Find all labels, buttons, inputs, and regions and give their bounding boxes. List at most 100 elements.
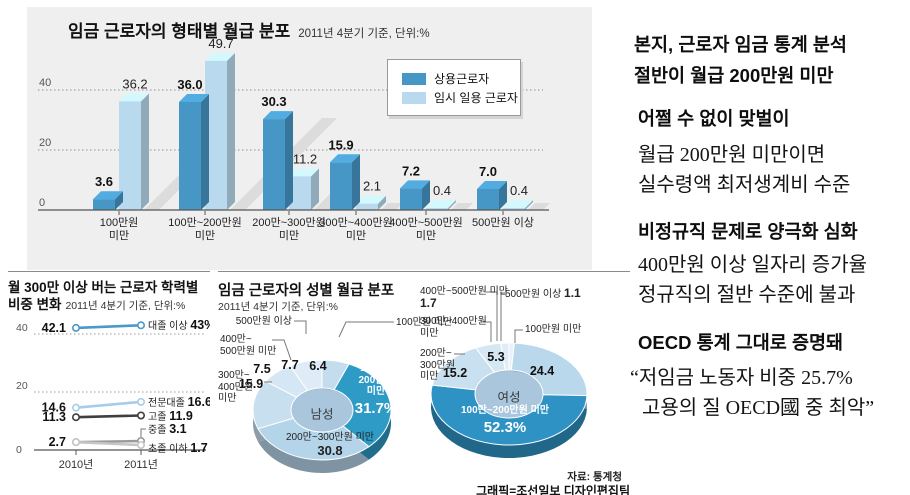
- bar-temporary-4: [426, 208, 448, 210]
- right-label-1: 전문대졸 16.6: [148, 395, 210, 409]
- value-temporary-5: 0.4: [510, 183, 528, 198]
- donut-male-center-label: 남성: [310, 407, 334, 422]
- bar-chart-canvas: 20 40 0 3.6 36.2 36.0 49.7 30.3 11.2 15.9 2.1 7.2 0.…: [38, 36, 550, 242]
- right-label-3: 중졸 3.1: [148, 422, 187, 436]
- value-regular-0: 3.6: [95, 174, 113, 189]
- bar-regular-5: [477, 189, 499, 210]
- left-value-4: 2.7: [49, 435, 66, 449]
- legend: 상용근로자 임시 일용 근로자: [387, 59, 521, 116]
- point-4-2010: [72, 438, 81, 447]
- bar-temporary-2: [289, 176, 311, 210]
- graphic-credit: 그래픽=조선일보 디자인편집팀: [476, 484, 630, 495]
- donut-female-hole: [471, 371, 547, 427]
- bar-regular-2-top: [263, 111, 293, 120]
- donut-chart-subtitle: 2011년 4분기 기준, 단위:%: [218, 301, 338, 313]
- point-1-2011: [137, 397, 146, 406]
- donut-male-highlight-label: 100만~ 200만원 미만 31.7%: [355, 363, 398, 417]
- commentary-line-1: 절반이 월급 200만원 미만: [634, 65, 834, 86]
- line-chart-title: 월 300만 이상 버는 근로자 학력별 비중 변화 2011년 4분기 기준, …: [8, 279, 198, 315]
- donut-male-bottom-label: 200만~300만원 미만 30.8: [286, 428, 374, 458]
- right-label-2: 고졸 11.9: [148, 409, 193, 423]
- education-line-chart-panel: 20 40 0 2010년 2011년 42.1 대졸 이상 43% 14.6 전문대졸 16.…: [8, 271, 210, 495]
- value-regular-3: 15.9: [328, 137, 353, 152]
- legend-swatch-temporary: [402, 91, 426, 104]
- x-label-0: 2010년: [59, 458, 94, 471]
- title-line-1: 월 300만 이상 버는 근로자 학력별: [8, 280, 199, 295]
- value-regular-5: 7.0: [479, 164, 497, 179]
- donut-female-value-4: 5.3: [487, 350, 505, 364]
- value-temporary-3: 2.1: [363, 179, 381, 194]
- line-2: [75, 414, 142, 419]
- segment-value: 30.8: [317, 443, 343, 458]
- donut-female-highlight-label: 100만~200만원 미만 52.3%: [461, 405, 549, 436]
- category-label-5: 500만원 이상: [472, 216, 534, 229]
- right-label-0: 대졸 이상 43%: [148, 318, 210, 332]
- point-1-2010: [72, 403, 81, 412]
- bar-regular-3: [330, 162, 352, 210]
- wage-type-bar-chart-panel: 20 40 0 3.6 36.2 36.0 49.7 30.3 11.2 15.9 2.1 7.2 0.…: [27, 7, 592, 270]
- bar-regular-0-top: [93, 191, 123, 200]
- donut-male-value-5: 7.7: [281, 358, 299, 372]
- y-tick-40: 40: [39, 77, 51, 89]
- data-source: 자료: 통계청: [567, 471, 622, 483]
- donut-male-value-3: 15.9: [238, 377, 264, 391]
- bar-regular-2-side: [285, 111, 293, 210]
- y-tick-40: 40: [16, 322, 28, 334]
- donut-female-callout-4: 200만~ 300만원 미만: [420, 348, 456, 382]
- bar-temporary-3: [356, 203, 378, 210]
- highlight-percent: 31.7%: [354, 399, 398, 417]
- line-chart-canvas: 20 40 0 2010년 2011년 42.1 대졸 이상 43% 14.6 전문대졸 16.…: [16, 318, 210, 471]
- donut-chart-canvas: [252, 291, 588, 473]
- donut-male-segment-1: [333, 363, 392, 448]
- bar-regular-4-side: [422, 180, 430, 210]
- legend-swatch-regular: [402, 72, 426, 85]
- legend-row-regular: 상용근로자: [402, 69, 520, 88]
- donut-female-segment-1: [510, 342, 588, 397]
- value-regular-2: 30.3: [261, 94, 286, 109]
- bar-temporary-0: [119, 101, 141, 210]
- y-tick-20: 20: [16, 380, 28, 392]
- leader-female-0: [486, 291, 498, 341]
- category-label-4: 400만~500만원 미만: [389, 216, 463, 242]
- commentary-line-9: “저임금 노동자 비중 25.7%: [630, 367, 853, 389]
- bar-temporary-5: [503, 208, 525, 210]
- donut-male-callout-1: 400만~ 500만원 미만: [220, 334, 277, 357]
- bar-chart-title: 임금 근로자의 형태별 월급 분포 2011년 4분기 기준, 단위:%: [68, 17, 430, 42]
- bar-shadow-4: [451, 203, 473, 210]
- bar-regular-1: [179, 102, 201, 210]
- donut-chart-title: 임금 근로자의 성별 월급 분포: [218, 283, 395, 299]
- donut-female-callout-0: 400만~500만원 미만 1.7: [420, 286, 508, 310]
- gender-donut-panel: 임금 근로자의 성별 월급 분포 2011년 4분기 기준, 단위:% 남성 여성…: [218, 271, 630, 495]
- bar-shadow-5: [528, 203, 550, 210]
- line-4: [75, 440, 142, 447]
- bar-shadow-3: [381, 203, 403, 210]
- highlight-percent: 52.3%: [483, 418, 527, 436]
- bar-temporary-4-top: [426, 200, 456, 208]
- segment-name: 200만~300만원 미만: [286, 432, 374, 443]
- donut-male-callout-0: 500만원 이상: [235, 316, 292, 327]
- value-regular-4: 7.2: [402, 163, 420, 178]
- y-tick-20: 20: [39, 137, 51, 149]
- value-temporary-4: 0.4: [433, 183, 451, 198]
- title-subtitle: 2011년 4분기 기준, 단위:%: [65, 300, 186, 312]
- title-text: 임금 근로자의 형태별 월급 분포: [68, 22, 291, 41]
- title-subtitle: 2011년 4분기 기준, 단위:%: [298, 28, 430, 40]
- leader-female-1: [500, 292, 505, 341]
- donut-female-value-1: 24.4: [529, 364, 555, 378]
- bar-regular-3-top: [330, 154, 360, 163]
- x-label-1: 2011년: [124, 458, 158, 471]
- bar-temporary-1: [205, 60, 227, 211]
- commentary-line-4: 실수령액 최저생계비 수준: [638, 174, 851, 196]
- point-0-2010: [72, 323, 81, 332]
- leader-female-2: [481, 321, 492, 342]
- leader-中졸: [140, 428, 146, 438]
- commentary-line-8: OECD 통계 그대로 증명돼: [638, 332, 844, 353]
- bar-regular-0-side: [115, 191, 123, 210]
- leader-male-3: [338, 321, 394, 338]
- legend-row-temporary: 임시 일용 근로자: [402, 88, 520, 107]
- bar-regular-5-side: [499, 181, 507, 210]
- left-value-1: 14.6: [42, 401, 66, 415]
- bar-regular-1-top: [179, 94, 209, 102]
- donut-male-callout-3: 100만원 미만: [396, 317, 453, 328]
